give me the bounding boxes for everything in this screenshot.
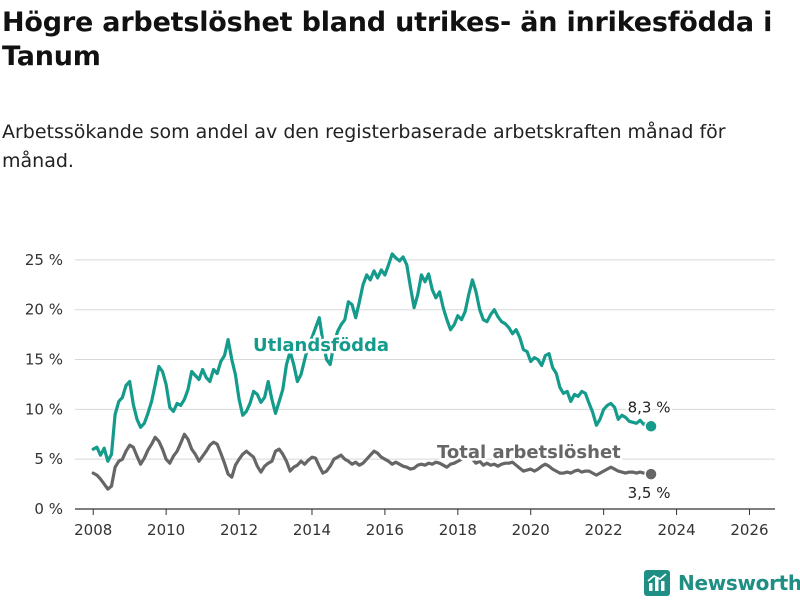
newsworthy-logo: Newsworthy xyxy=(644,568,800,598)
label-layer: Utlandsfödda Total arbetslöshet 8,3 % 3,5 % xyxy=(251,333,673,505)
x-tick-label: 2020 xyxy=(512,521,550,539)
x-tick-label: 2018 xyxy=(439,521,477,539)
y-tick-label: 20 % xyxy=(25,301,63,319)
chart-title: Högre arbetslöshet bland utrikes- än inr… xyxy=(2,7,773,72)
bar-chart-logo-icon xyxy=(644,570,670,596)
y-tick-label: 5 % xyxy=(34,450,63,468)
series-label-total: Total arbetslöshet xyxy=(437,442,621,463)
series-line-total xyxy=(91,432,653,491)
x-tick-label: 2010 xyxy=(147,521,185,539)
series-line-utlandsfodda xyxy=(91,252,653,463)
axis-layer: 0 % 5 % 10 % 15 % 20 % 25 % 2008 2010 2012 2014 20… xyxy=(25,251,769,539)
y-tick-label: 0 % xyxy=(34,500,63,518)
y-tick-label: 15 % xyxy=(25,351,63,369)
x-tick-label: 2014 xyxy=(293,521,331,539)
x-tick-label: 2024 xyxy=(657,521,695,539)
y-tick-label: 10 % xyxy=(25,400,63,418)
grid-layer xyxy=(75,259,775,510)
series-layer xyxy=(91,252,653,491)
end-value-label-utlandsfodda: 8,3 % xyxy=(628,398,671,416)
x-tick-label: 2008 xyxy=(74,521,112,539)
y-tick-label: 25 % xyxy=(25,251,63,269)
end-value-label-total: 3,5 % xyxy=(628,484,671,502)
end-point-utlandsfodda xyxy=(644,419,658,434)
end-point-total xyxy=(644,467,658,481)
brand-name: Newsworthy xyxy=(678,571,800,595)
chart-subtitle: Arbetssökande som andel av den registerb… xyxy=(2,121,726,172)
series-label-utlandsfodda: Utlandsfödda xyxy=(253,335,389,356)
x-tick-label: 2026 xyxy=(730,521,768,539)
x-tick-label: 2012 xyxy=(220,521,258,539)
x-tick-label: 2022 xyxy=(585,521,623,539)
x-tick-label: 2016 xyxy=(366,521,404,539)
